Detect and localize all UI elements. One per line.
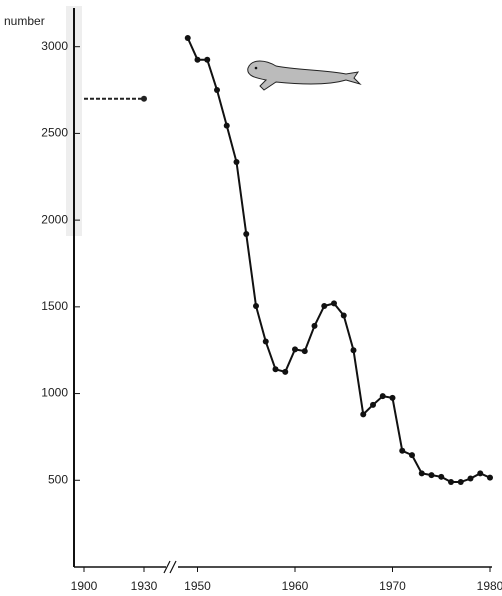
data-point xyxy=(273,366,279,372)
data-point xyxy=(312,323,318,329)
data-point xyxy=(195,57,201,63)
data-point xyxy=(234,159,240,165)
data-point xyxy=(292,346,298,352)
y-tick-label: 3000 xyxy=(41,39,68,53)
x-tick-label: 1950 xyxy=(184,579,211,593)
data-point xyxy=(429,472,435,478)
data-point xyxy=(380,393,386,399)
chart: number 500 1000 1500 2000 2500 3000 1900 1930 19… xyxy=(0,0,502,596)
data-point xyxy=(253,303,259,309)
data-point xyxy=(448,479,454,485)
seal-icon xyxy=(248,61,360,90)
x-tick-label: 1960 xyxy=(282,579,309,593)
x-tick-label: 1930 xyxy=(131,579,158,593)
data-point xyxy=(185,35,191,41)
data-point xyxy=(282,369,288,375)
data-point xyxy=(302,348,308,354)
data-point xyxy=(487,475,493,481)
data-point xyxy=(438,474,444,480)
data-point xyxy=(390,395,396,401)
data-point xyxy=(458,479,464,485)
x-tick-label: 1970 xyxy=(379,579,406,593)
data-point xyxy=(370,402,376,408)
data-point xyxy=(141,96,147,102)
y-axis-label: number xyxy=(4,14,45,28)
y-tick-label: 1500 xyxy=(41,299,68,313)
data-point xyxy=(399,448,405,454)
data-point xyxy=(419,470,425,476)
data-point xyxy=(409,452,415,458)
y-tick-label: 1000 xyxy=(41,386,68,400)
y-tick-label: 2000 xyxy=(41,212,68,226)
data-point xyxy=(351,347,357,353)
data-point xyxy=(360,411,366,417)
x-tick-label: 1900 xyxy=(71,579,98,593)
data-point xyxy=(263,339,269,345)
data-point xyxy=(468,476,474,482)
data-point xyxy=(477,470,483,476)
y-tick-label: 2500 xyxy=(41,126,68,140)
data-point xyxy=(214,87,220,93)
data-point xyxy=(341,313,347,319)
y-tick-label: 500 xyxy=(48,472,68,486)
data-point xyxy=(243,231,249,237)
x-tick-label: 1980 xyxy=(477,579,502,593)
data-point xyxy=(331,300,337,306)
data-point xyxy=(321,303,327,309)
data-point xyxy=(224,123,230,129)
data-point xyxy=(204,57,210,63)
series-line xyxy=(188,38,490,482)
